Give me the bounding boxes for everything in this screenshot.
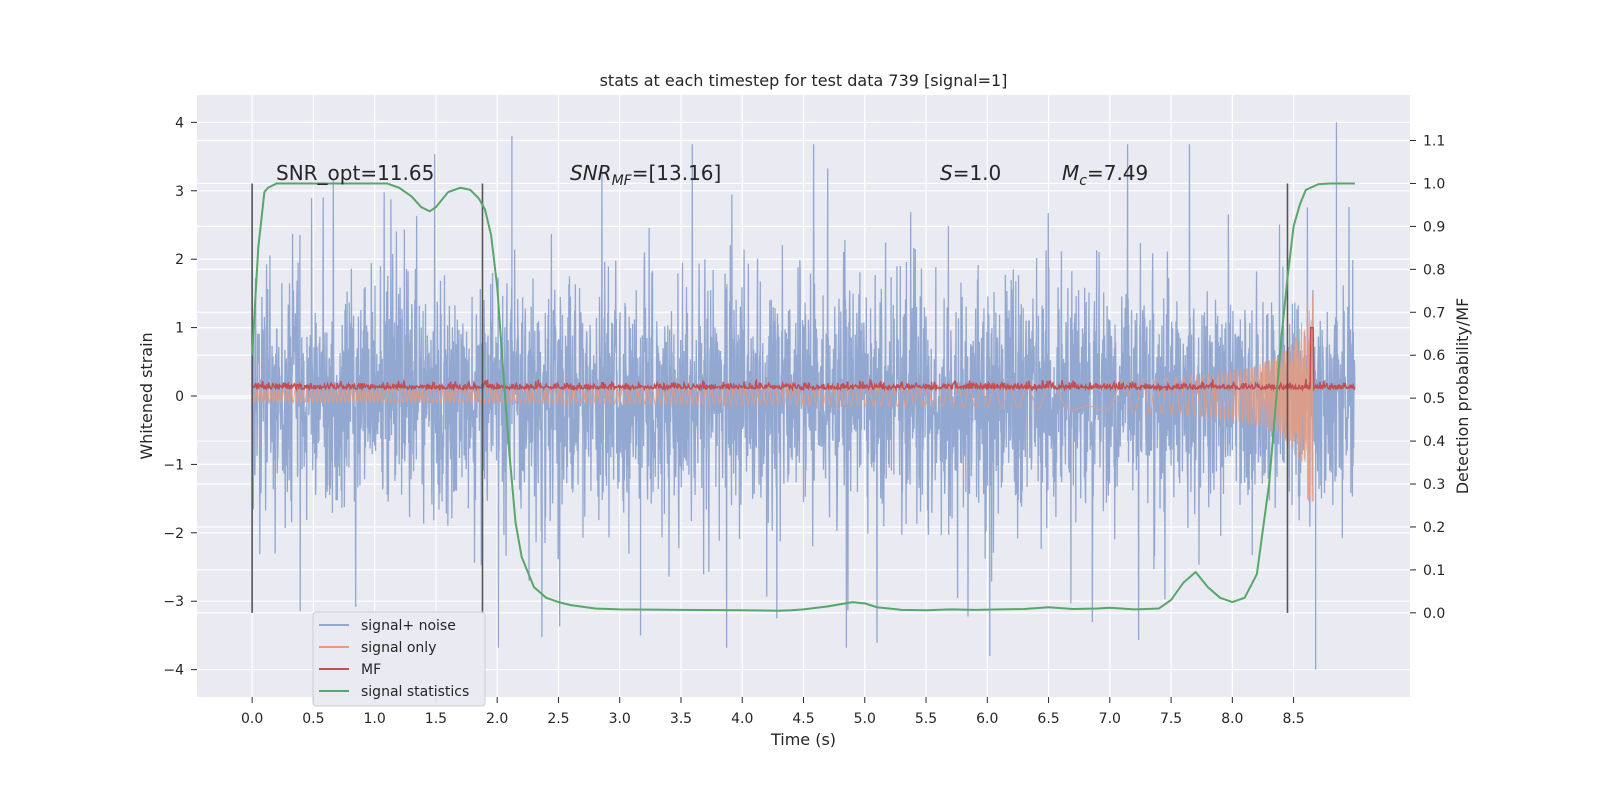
y-left-tick-label: −4 — [163, 663, 184, 679]
legend-box — [312, 611, 486, 707]
x-tick-label: 7.5 — [1160, 711, 1182, 727]
signal-only-series — [251, 292, 1314, 502]
legend-label: signal statistics — [361, 684, 469, 700]
annotation-mc: Mc=7.49 — [1062, 161, 1148, 189]
x-tick-label: 5.5 — [915, 711, 937, 727]
legend-label: MF — [361, 662, 381, 678]
x-tick-label: 8.0 — [1221, 711, 1243, 727]
annotation-s: S=1.0 — [940, 161, 1001, 185]
signal-only-line — [251, 292, 1314, 502]
y-left-tick-label: −1 — [163, 457, 184, 473]
x-tick-label: 8.5 — [1282, 711, 1304, 727]
y-left-tick-label: 4 — [175, 115, 184, 131]
snr-mf-name: SNR — [570, 161, 612, 185]
y-right-tick-label: 0.5 — [1423, 391, 1445, 407]
legend: signal+ noise signal only MF signal statist… — [312, 611, 486, 707]
snr-mf-value: =[13.16] — [632, 161, 722, 185]
noise-series — [251, 122, 1356, 670]
mc-name: M — [1062, 161, 1079, 185]
x-axis-label: Time (s) — [770, 730, 836, 749]
chart-title: stats at each timestep for test data 739… — [600, 71, 1008, 90]
s-name: S — [940, 161, 953, 185]
y-axis-label-right: Detection probability/MF — [1453, 298, 1472, 495]
mc-subscript: c — [1079, 173, 1087, 189]
x-tick-label: 1.5 — [425, 711, 447, 727]
s-value: =1.0 — [953, 161, 1002, 185]
y-right-tick-label: 0.7 — [1423, 305, 1445, 321]
y-left-tick-label: −2 — [163, 526, 184, 542]
x-tick-label: 0.0 — [241, 711, 263, 727]
vertical-markers — [251, 183, 1289, 613]
x-tick-label: 2.5 — [547, 711, 569, 727]
y-left-tick-label: 3 — [175, 184, 184, 200]
axis-ticks: 0.0 0.5 1.0 1.5 2.0 2.5 3.0 3.5 4.0 4.5 5.0 5.5 6.0 6… — [163, 115, 1445, 727]
mf-line — [251, 326, 1356, 393]
y-left-tick-label: 2 — [175, 252, 184, 268]
x-tick-label: 1.0 — [364, 711, 386, 727]
y-right-tick-label: 0.8 — [1423, 262, 1445, 278]
noise-line — [251, 122, 1356, 670]
y-right-tick-label: 0.3 — [1423, 477, 1445, 493]
signal-statistics-line — [251, 182, 1355, 612]
y-axis-label-left: Whitened strain — [137, 332, 156, 459]
y-right-tick-label: 0.6 — [1423, 348, 1445, 364]
y-right-tick-label: 0.2 — [1423, 520, 1445, 536]
x-tick-label: 4.5 — [792, 711, 814, 727]
y-right-tick-label: 1.0 — [1423, 176, 1445, 192]
y-left-tick-label: −3 — [163, 594, 184, 610]
x-tick-label: 0.5 — [302, 711, 324, 727]
x-tick-label: 4.0 — [731, 711, 753, 727]
x-tick-label: 2.0 — [486, 711, 508, 727]
x-tick-label: 3.5 — [670, 711, 692, 727]
y-right-tick-label: 1.1 — [1423, 134, 1445, 150]
y-right-tick-label: 0.0 — [1423, 606, 1445, 622]
y-left-tick-label: 0 — [175, 389, 184, 405]
x-tick-label: 7.0 — [1099, 711, 1121, 727]
x-tick-label: 6.5 — [1037, 711, 1059, 727]
y-left-tick-label: 1 — [175, 321, 184, 337]
legend-label: signal+ noise — [361, 618, 456, 634]
annotation-snr-opt: SNR_opt=11.65 — [276, 161, 434, 185]
x-tick-label: 5.0 — [854, 711, 876, 727]
y-right-tick-label: 0.1 — [1423, 563, 1445, 579]
mc-value: =7.49 — [1087, 161, 1148, 185]
x-tick-label: 6.0 — [976, 711, 998, 727]
x-tick-label: 3.0 — [609, 711, 631, 727]
y-right-tick-label: 0.4 — [1423, 434, 1445, 450]
mf-series — [251, 326, 1356, 393]
y-right-tick-label: 0.9 — [1423, 219, 1445, 235]
annotation-snr-mf: SNRMF=[13.16] — [570, 161, 721, 189]
signal-statistics-series — [251, 182, 1355, 612]
snr-mf-subscript: MF — [612, 173, 633, 189]
legend-label: signal only — [361, 640, 436, 656]
